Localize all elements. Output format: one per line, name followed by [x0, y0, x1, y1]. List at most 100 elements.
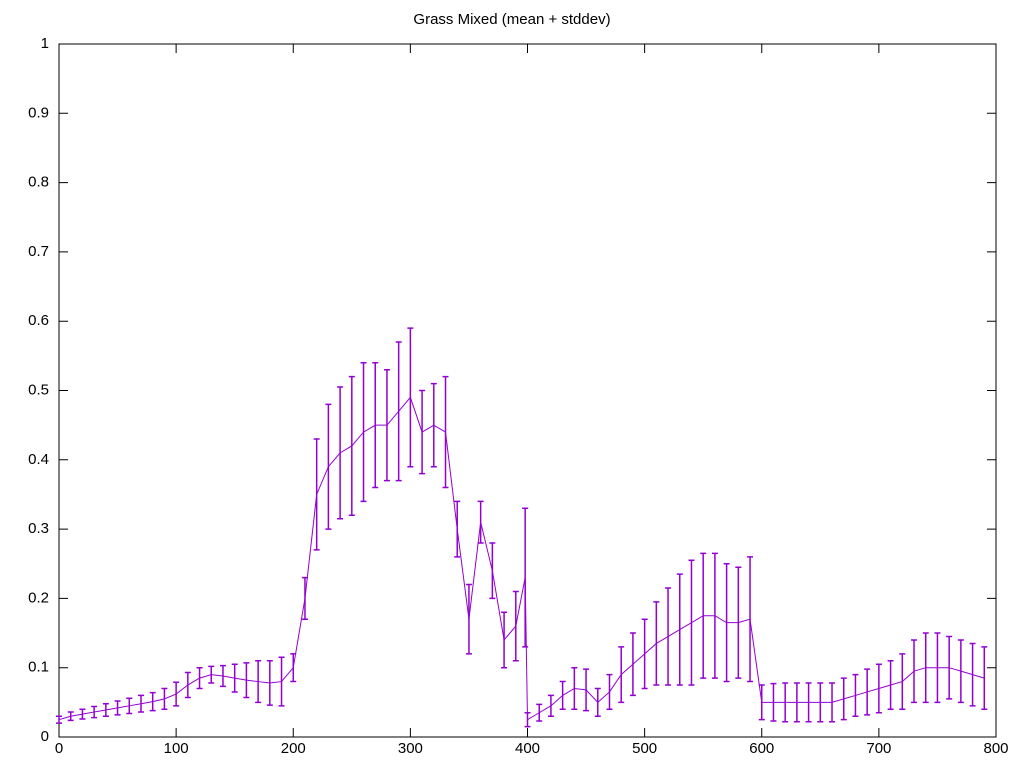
error-bar — [805, 682, 812, 723]
error-bar — [840, 677, 847, 721]
x-tick-label: 800 — [983, 740, 1008, 757]
error-bar — [301, 576, 308, 620]
y-tick-label: 0.7 — [28, 243, 49, 260]
error-bar — [676, 573, 683, 686]
error-bar — [641, 618, 648, 690]
error-bar — [477, 500, 484, 544]
x-tick-label: 0 — [55, 740, 63, 757]
error-bar — [864, 668, 871, 716]
error-bar — [173, 681, 180, 707]
x-tick-label: 300 — [398, 740, 423, 757]
x-tick-label: 500 — [632, 740, 657, 757]
error-bar — [606, 673, 613, 711]
error-bar — [208, 665, 215, 684]
y-tick-label: 0.3 — [28, 520, 49, 537]
error-bar — [887, 660, 894, 711]
error-bar — [782, 682, 789, 723]
y-tick-label: 0.1 — [28, 659, 49, 676]
y-tick-label: 0.8 — [28, 174, 49, 191]
error-bar — [489, 542, 496, 600]
error-bar — [430, 382, 437, 468]
error-bar — [583, 668, 590, 712]
error-bar — [747, 556, 754, 683]
error-bar — [911, 639, 918, 704]
error-bar — [735, 566, 742, 679]
error-bar — [946, 635, 953, 700]
error-bar — [313, 438, 320, 551]
error-bar — [407, 327, 414, 468]
error-bar — [219, 664, 226, 688]
error-bar — [102, 702, 109, 717]
error-bar — [969, 642, 976, 707]
error-bar — [383, 368, 390, 482]
error-bar — [126, 697, 133, 715]
error-bar — [618, 646, 625, 704]
error-bar — [465, 583, 472, 655]
error-bar — [67, 711, 74, 722]
y-tick-label: 0 — [41, 728, 49, 745]
x-tick-label: 200 — [281, 740, 306, 757]
error-bar — [981, 646, 988, 711]
error-bar — [770, 682, 777, 722]
error-bar — [442, 375, 449, 489]
error-bar — [758, 684, 765, 721]
error-bar — [79, 708, 86, 720]
error-bar — [91, 705, 98, 719]
error-bar — [829, 682, 836, 723]
x-tick-label: 700 — [866, 740, 891, 757]
error-bar — [56, 715, 62, 724]
error-bar — [700, 552, 707, 679]
y-tick-label: 0.2 — [28, 589, 49, 606]
error-bar — [243, 662, 250, 699]
plot-border — [58, 43, 997, 738]
error-bar — [665, 587, 672, 686]
error-bar — [524, 711, 531, 728]
error-bar — [852, 673, 859, 717]
error-bar — [817, 682, 824, 723]
error-bar — [512, 590, 519, 662]
error-bar — [653, 601, 660, 686]
error-bar — [161, 687, 168, 711]
y-tick-label: 0.4 — [28, 451, 49, 468]
error-bar — [278, 656, 285, 707]
error-bar — [290, 653, 297, 683]
error-bar — [360, 362, 367, 503]
error-bar — [571, 666, 578, 711]
error-bar — [711, 552, 718, 679]
error-bar — [372, 362, 379, 489]
x-tick-label: 100 — [164, 740, 189, 757]
error-bar — [559, 680, 566, 711]
y-tick-label: 0.5 — [28, 381, 49, 398]
error-bar — [325, 403, 332, 530]
error-bar — [337, 386, 344, 520]
y-tick-label: 0.9 — [28, 104, 49, 121]
y-tick-label: 1 — [41, 35, 49, 52]
error-bar — [114, 700, 121, 716]
error-bar — [266, 660, 273, 706]
error-bar — [184, 671, 191, 699]
error-bar — [419, 389, 426, 475]
error-bar — [957, 639, 964, 704]
error-bar — [137, 694, 144, 713]
error-bar — [723, 563, 730, 683]
error-bar — [547, 694, 554, 717]
error-bar — [594, 687, 601, 717]
error-bar — [688, 559, 695, 686]
error-bar — [793, 682, 800, 723]
error-bar — [231, 663, 238, 693]
error-bar — [875, 663, 882, 714]
x-tick-label: 600 — [749, 740, 774, 757]
x-tick-label: 400 — [515, 740, 540, 757]
chart-title: Grass Mixed (mean + stddev) — [413, 11, 610, 28]
error-bar — [149, 691, 156, 712]
error-bar — [899, 653, 906, 711]
error-bar — [501, 611, 508, 669]
error-bar — [629, 632, 636, 697]
error-bar — [922, 632, 929, 704]
error-bar — [522, 507, 529, 648]
error-bar — [395, 341, 402, 482]
error-bar — [348, 375, 355, 516]
error-bar — [454, 500, 461, 558]
